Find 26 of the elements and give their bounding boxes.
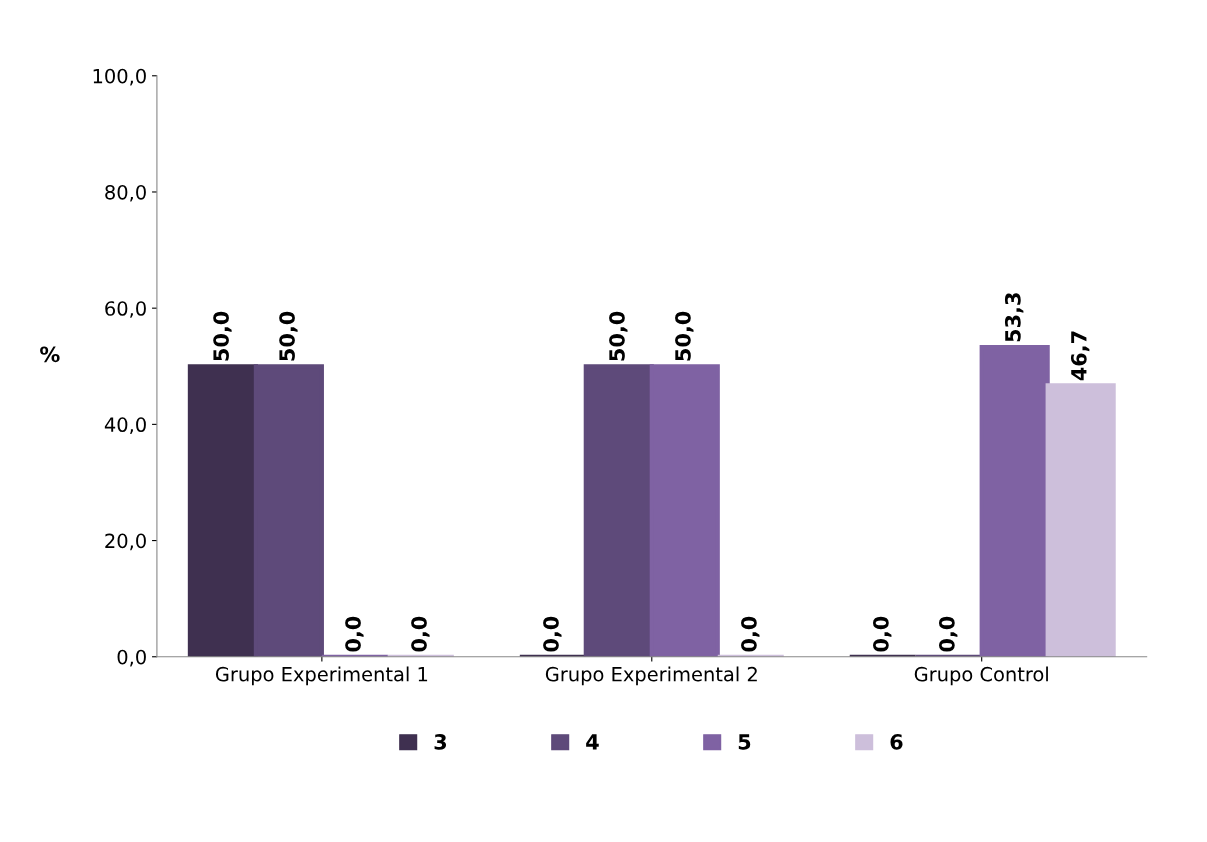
- data-label: 0,0: [411, 616, 430, 652]
- legend-label: 5: [738, 734, 751, 750]
- y-axis-title: %: [40, 346, 60, 363]
- y-tick-label: 20,0: [105, 533, 146, 551]
- x-tick-label: Grupo Experimental 1: [215, 666, 428, 686]
- data-label: 46,7: [1070, 331, 1090, 381]
- y-tick-label: 60,0: [105, 301, 146, 318]
- data-label: 0,0: [543, 616, 562, 652]
- legend-label: 4: [586, 734, 599, 750]
- data-label: 50,0: [609, 311, 628, 361]
- y-tick-label: 40,0: [104, 417, 146, 435]
- data-label: 50,0: [213, 311, 232, 361]
- data-label: 0,0: [938, 616, 958, 652]
- x-tick-label: Grupo Experimental 2: [545, 666, 757, 686]
- data-label: 50,0: [279, 311, 298, 361]
- data-label: 0,0: [741, 616, 760, 652]
- y-tick-label: 100,0: [93, 68, 146, 86]
- y-tick-label: 80,0: [105, 184, 146, 202]
- x-tick-label: Grupo Control: [914, 666, 1048, 686]
- data-label: 53,3: [1004, 293, 1024, 342]
- data-label: 0,0: [345, 616, 364, 652]
- data-label: 0,0: [873, 616, 892, 652]
- legend-label: 6: [890, 734, 903, 750]
- legend-label: 3: [434, 733, 447, 750]
- y-tick-label: 0,0: [117, 649, 146, 667]
- data-label: 50,0: [675, 311, 694, 361]
